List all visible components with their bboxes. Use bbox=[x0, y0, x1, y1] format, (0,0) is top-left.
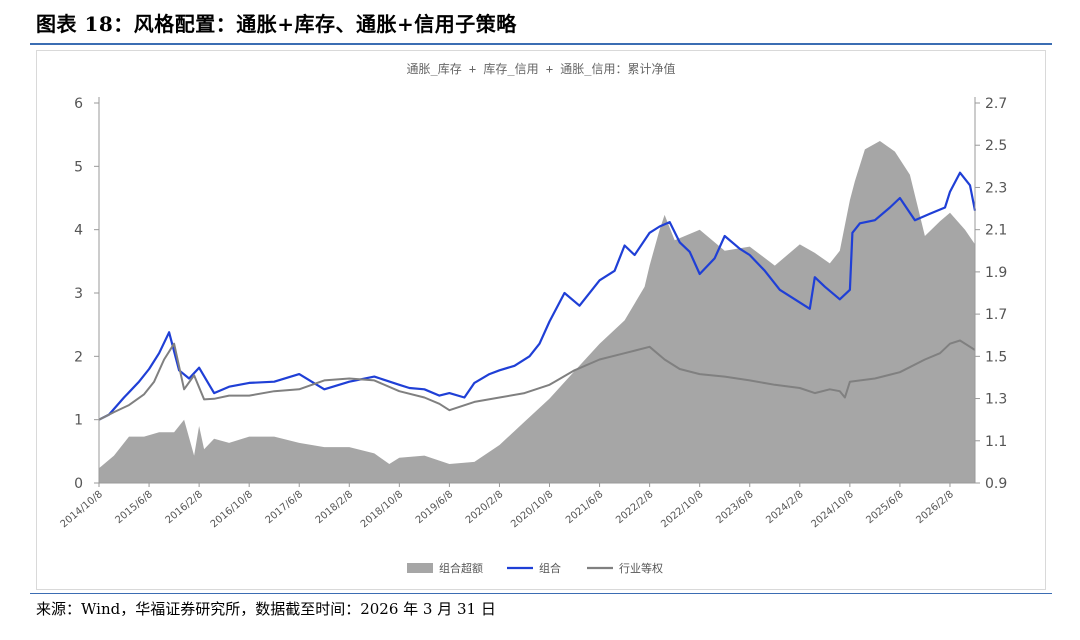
legend-label: 组合 bbox=[539, 561, 561, 575]
figure-title: 图表 18：风格配置：通胀+库存、通胀+信用子策略 bbox=[36, 12, 517, 36]
x-tick-label: 2022/2/8 bbox=[614, 489, 655, 526]
source-note: 来源：Wind，华福证券研究所，数据截至时间：2026 年 3 月 31 日 bbox=[36, 600, 496, 618]
left-tick-label: 0 bbox=[74, 476, 83, 492]
x-tick-label: 2017/6/8 bbox=[264, 489, 305, 526]
x-tick-label: 2024/2/8 bbox=[764, 489, 805, 526]
x-tick-label: 2021/6/8 bbox=[564, 489, 605, 526]
chart-frame: 通胀_库存 + 库存_信用 + 通胀_信用：累计净值 0 1 2 3 4 5 6 0.9 1.1… bbox=[36, 50, 1046, 590]
x-tick-label: 2018/10/8 bbox=[359, 489, 405, 530]
left-tick-label: 5 bbox=[74, 159, 83, 175]
series-area-excess bbox=[99, 141, 975, 483]
x-tick-label: 2026/2/8 bbox=[914, 489, 955, 526]
footer-rule bbox=[30, 593, 1052, 594]
right-tick-label: 2.1 bbox=[985, 223, 1007, 239]
left-tick-label: 6 bbox=[74, 96, 83, 112]
right-tick-label: 2.3 bbox=[985, 180, 1007, 196]
x-tick-label: 2016/2/8 bbox=[164, 489, 205, 526]
left-tick-label: 4 bbox=[74, 223, 83, 239]
legend-label: 行业等权 bbox=[619, 561, 663, 575]
line-layer bbox=[98, 171, 977, 421]
chart-svg: 通胀_库存 + 库存_信用 + 通胀_信用：累计净值 0 1 2 3 4 5 6 0.9 1.1… bbox=[59, 61, 1008, 575]
right-tick-label: 2.5 bbox=[985, 138, 1007, 154]
right-tick-label: 0.9 bbox=[985, 476, 1007, 492]
series-line-industry bbox=[98, 339, 976, 421]
title-rule bbox=[30, 43, 1052, 45]
x-tick-label: 2024/10/8 bbox=[809, 489, 855, 530]
chart-title: 通胀_库存 + 库存_信用 + 通胀_信用：累计净值 bbox=[406, 61, 675, 76]
legend-label: 组合超额 bbox=[439, 561, 483, 575]
x-tick-label: 2016/10/8 bbox=[209, 489, 255, 530]
legend-swatch-excess bbox=[407, 563, 433, 573]
x-tick-label: 2020/2/8 bbox=[464, 489, 505, 526]
x-tick-label: 2014/10/8 bbox=[59, 489, 105, 530]
x-tick-label: 2020/10/8 bbox=[509, 489, 555, 530]
right-tick-label: 2.7 bbox=[985, 96, 1007, 112]
legend: 组合超额 组合 行业等权 bbox=[407, 561, 663, 575]
left-tick-label: 3 bbox=[74, 286, 83, 302]
left-tick-label: 2 bbox=[74, 349, 83, 365]
right-tick-label: 1.5 bbox=[985, 349, 1007, 365]
x-tick-label: 2015/6/8 bbox=[114, 489, 155, 526]
right-tick-label: 1.1 bbox=[985, 434, 1007, 450]
x-tick-label: 2019/6/8 bbox=[414, 489, 455, 526]
left-tick-label: 1 bbox=[74, 413, 83, 429]
right-tick-label: 1.7 bbox=[985, 307, 1007, 323]
right-tick-label: 1.3 bbox=[985, 392, 1007, 408]
x-tick-label: 2018/2/8 bbox=[314, 489, 355, 526]
x-tick-label: 2023/6/8 bbox=[714, 489, 755, 526]
series-line-portfolio bbox=[98, 171, 977, 421]
right-tick-label: 1.9 bbox=[985, 265, 1007, 281]
area-layer bbox=[99, 141, 975, 483]
x-tick-label: 2022/10/8 bbox=[659, 489, 705, 530]
x-tick-label: 2025/6/8 bbox=[864, 489, 905, 526]
